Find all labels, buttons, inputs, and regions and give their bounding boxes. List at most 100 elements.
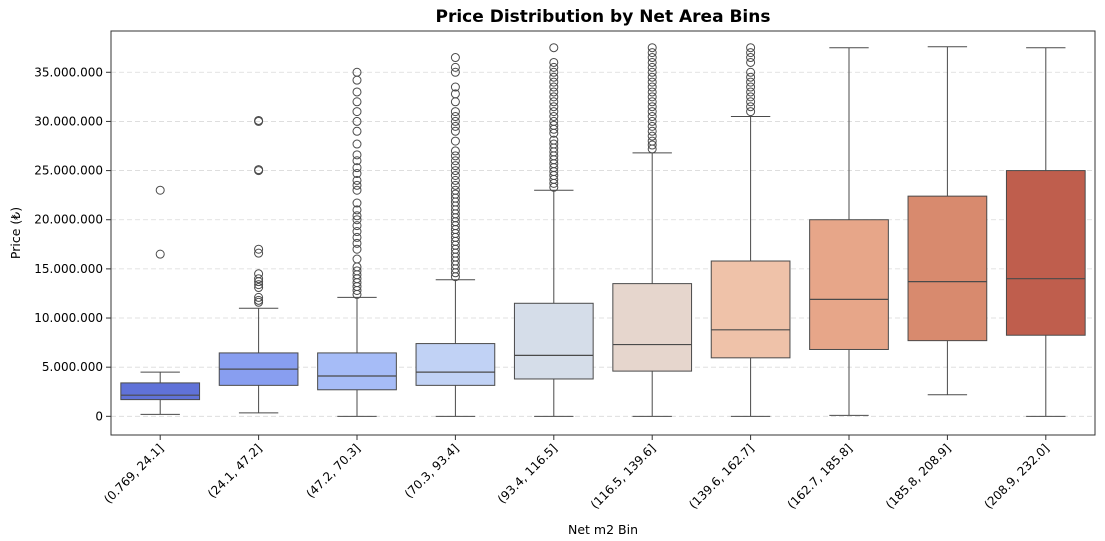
outlier-point: [450, 180, 460, 190]
outlier-point: [746, 77, 756, 87]
box-group: [317, 67, 397, 417]
outlier-point: [647, 82, 657, 92]
outlier-point: [352, 227, 362, 237]
outlier-point: [352, 175, 362, 185]
outlier-point: [450, 166, 460, 176]
outlier-point: [549, 107, 559, 117]
outlier-point: [450, 62, 460, 72]
outlier-point: [450, 189, 460, 199]
outlier-point: [352, 126, 362, 136]
outlier-point: [647, 136, 657, 146]
outlier-point: [647, 67, 657, 77]
x-tick-label: (116.5, 139.6]: [588, 441, 659, 512]
outlier-point: [254, 269, 264, 279]
chart-title: Price Distribution by Net Area Bins: [436, 7, 771, 27]
outlier-point: [647, 112, 657, 122]
outlier-point: [254, 283, 264, 293]
y-axis: 0 5.000.000 10.000.000 15.000.000 20.000.000…: [34, 65, 111, 423]
outlier-point: [746, 92, 756, 102]
outlier-point: [352, 97, 362, 107]
outlier-point: [746, 87, 756, 97]
outlier-point: [450, 121, 460, 131]
iqr-box: [809, 219, 889, 350]
box-group: [120, 185, 201, 415]
iqr-box: [907, 195, 988, 342]
outlier-point: [352, 266, 362, 276]
y-tick-label: 10.000.000: [34, 311, 103, 325]
box-group: [218, 115, 299, 414]
outlier-point: [647, 57, 657, 67]
outlier-point: [352, 139, 362, 149]
box-group: [1005, 47, 1086, 417]
outlier-point: [450, 146, 460, 156]
outlier-point: [549, 120, 559, 130]
x-tick-label: (208.9, 232.0]: [981, 441, 1052, 512]
y-tick-label: 25.000.000: [34, 164, 103, 178]
outlier-point: [352, 156, 362, 166]
outlier-point: [549, 87, 559, 97]
outlier-point: [352, 87, 362, 97]
outlier-point: [647, 87, 657, 97]
y-tick-label: 15.000.000: [34, 262, 103, 276]
outlier-point: [549, 43, 559, 53]
x-tick-label: (185.8, 208.9]: [883, 441, 954, 512]
outlier-point: [352, 163, 362, 173]
outlier-point: [647, 92, 657, 102]
iqr-box: [1005, 170, 1086, 336]
y-axis-label: Price (₺): [8, 207, 23, 259]
outlier-point: [450, 116, 460, 126]
outlier-point: [549, 82, 559, 92]
box-layer: [120, 43, 1086, 417]
iqr-box: [513, 302, 594, 380]
x-tick-label: (93.4, 116.5]: [495, 441, 560, 506]
outlier-point: [254, 115, 264, 125]
x-tick-label: (47.2, 70.3]: [303, 441, 363, 501]
outlier-point: [647, 43, 657, 53]
outlier-point: [450, 175, 460, 185]
outlier-point: [647, 126, 657, 136]
outlier-point: [450, 185, 460, 195]
outlier-point: [549, 97, 559, 107]
outlier-point: [450, 97, 460, 107]
outlier-point: [549, 139, 559, 149]
outlier-point: [549, 57, 559, 67]
outlier-point: [647, 107, 657, 117]
outlier-point: [549, 102, 559, 112]
outlier-point: [352, 215, 362, 225]
x-tick-label: (24.1, 47.2]: [205, 441, 265, 501]
x-axis: (0.769, 24.1] (24.1, 47.2] (47.2, 70.3] (70…: [101, 435, 1052, 512]
box-group: [710, 43, 791, 417]
outlier-point: [254, 244, 264, 254]
outlier-point: [254, 274, 264, 284]
outlier-point: [549, 72, 559, 82]
outlier-point: [647, 131, 657, 141]
outlier-point: [352, 116, 362, 126]
outlier-point: [352, 205, 362, 215]
outlier-point: [746, 48, 756, 58]
outlier-point: [450, 67, 460, 77]
outlier-point: [450, 107, 460, 117]
outlier-point: [746, 82, 756, 92]
outlier-point: [254, 295, 264, 305]
outlier-point: [352, 150, 362, 160]
outlier-point: [352, 75, 362, 85]
x-tick-label: (139.6, 162.7]: [686, 441, 757, 512]
outlier-point: [352, 107, 362, 117]
outlier-point: [352, 221, 362, 231]
x-tick-label: (162.7, 185.8]: [785, 441, 856, 512]
outlier-point: [254, 248, 264, 258]
y-tick-label: 35.000.000: [34, 65, 103, 79]
outlier-point: [549, 135, 559, 145]
outlier-point: [450, 82, 460, 92]
box-group: [809, 47, 889, 416]
y-tick-label: 0: [95, 409, 103, 423]
outlier-point: [647, 116, 657, 126]
outlier-point: [352, 169, 362, 179]
outlier-point: [450, 53, 460, 63]
outlier-point: [549, 112, 559, 122]
outlier-point: [647, 53, 657, 63]
outlier-point: [549, 62, 559, 72]
outlier-point: [647, 102, 657, 112]
outlier-point: [647, 97, 657, 107]
